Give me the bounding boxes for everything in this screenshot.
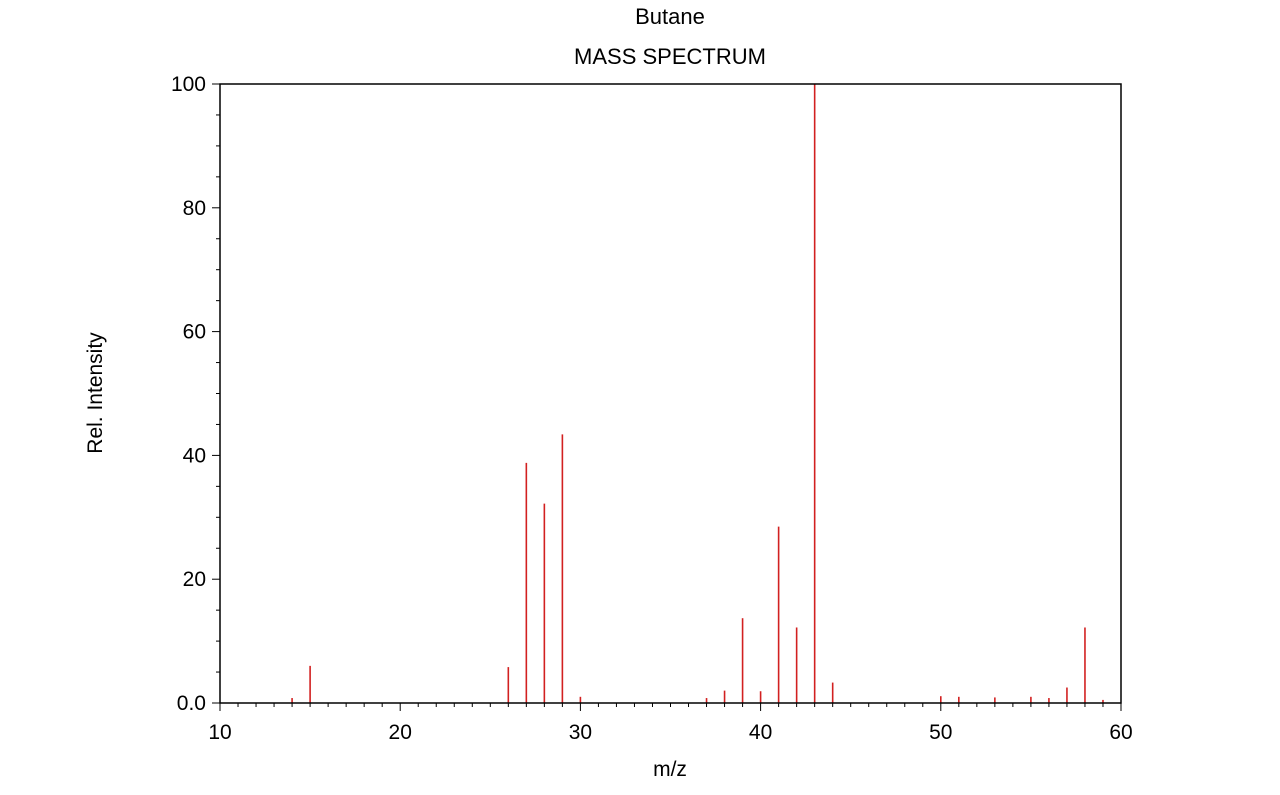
x-tick-label: 30 <box>569 721 592 744</box>
axis-ticks <box>212 83 1122 711</box>
x-tick-label: 50 <box>929 721 952 744</box>
y-tick-label: 80 <box>183 197 206 220</box>
y-tick-label: 0.0 <box>177 692 206 715</box>
peaks <box>291 84 1104 703</box>
y-tick-label: 60 <box>183 321 206 344</box>
chart-title: Butane <box>635 4 705 29</box>
plot-frame <box>219 83 1122 704</box>
chart-subtitle: MASS SPECTRUM <box>574 44 766 69</box>
y-tick-label: 40 <box>183 444 206 467</box>
x-tick-label: 60 <box>1109 721 1132 744</box>
tick-labels: 10 20 30 40 50 60 0.0 20 40 60 80 100 <box>171 73 1133 744</box>
y-tick-label: 20 <box>183 568 206 591</box>
y-tick-label: 100 <box>171 73 206 96</box>
x-axis-label: m/z <box>653 758 687 781</box>
x-tick-label: 20 <box>389 721 412 744</box>
x-tick-label: 40 <box>749 721 772 744</box>
x-tick-label: 10 <box>208 721 231 744</box>
y-axis-label: Rel. Intensity <box>84 332 107 454</box>
